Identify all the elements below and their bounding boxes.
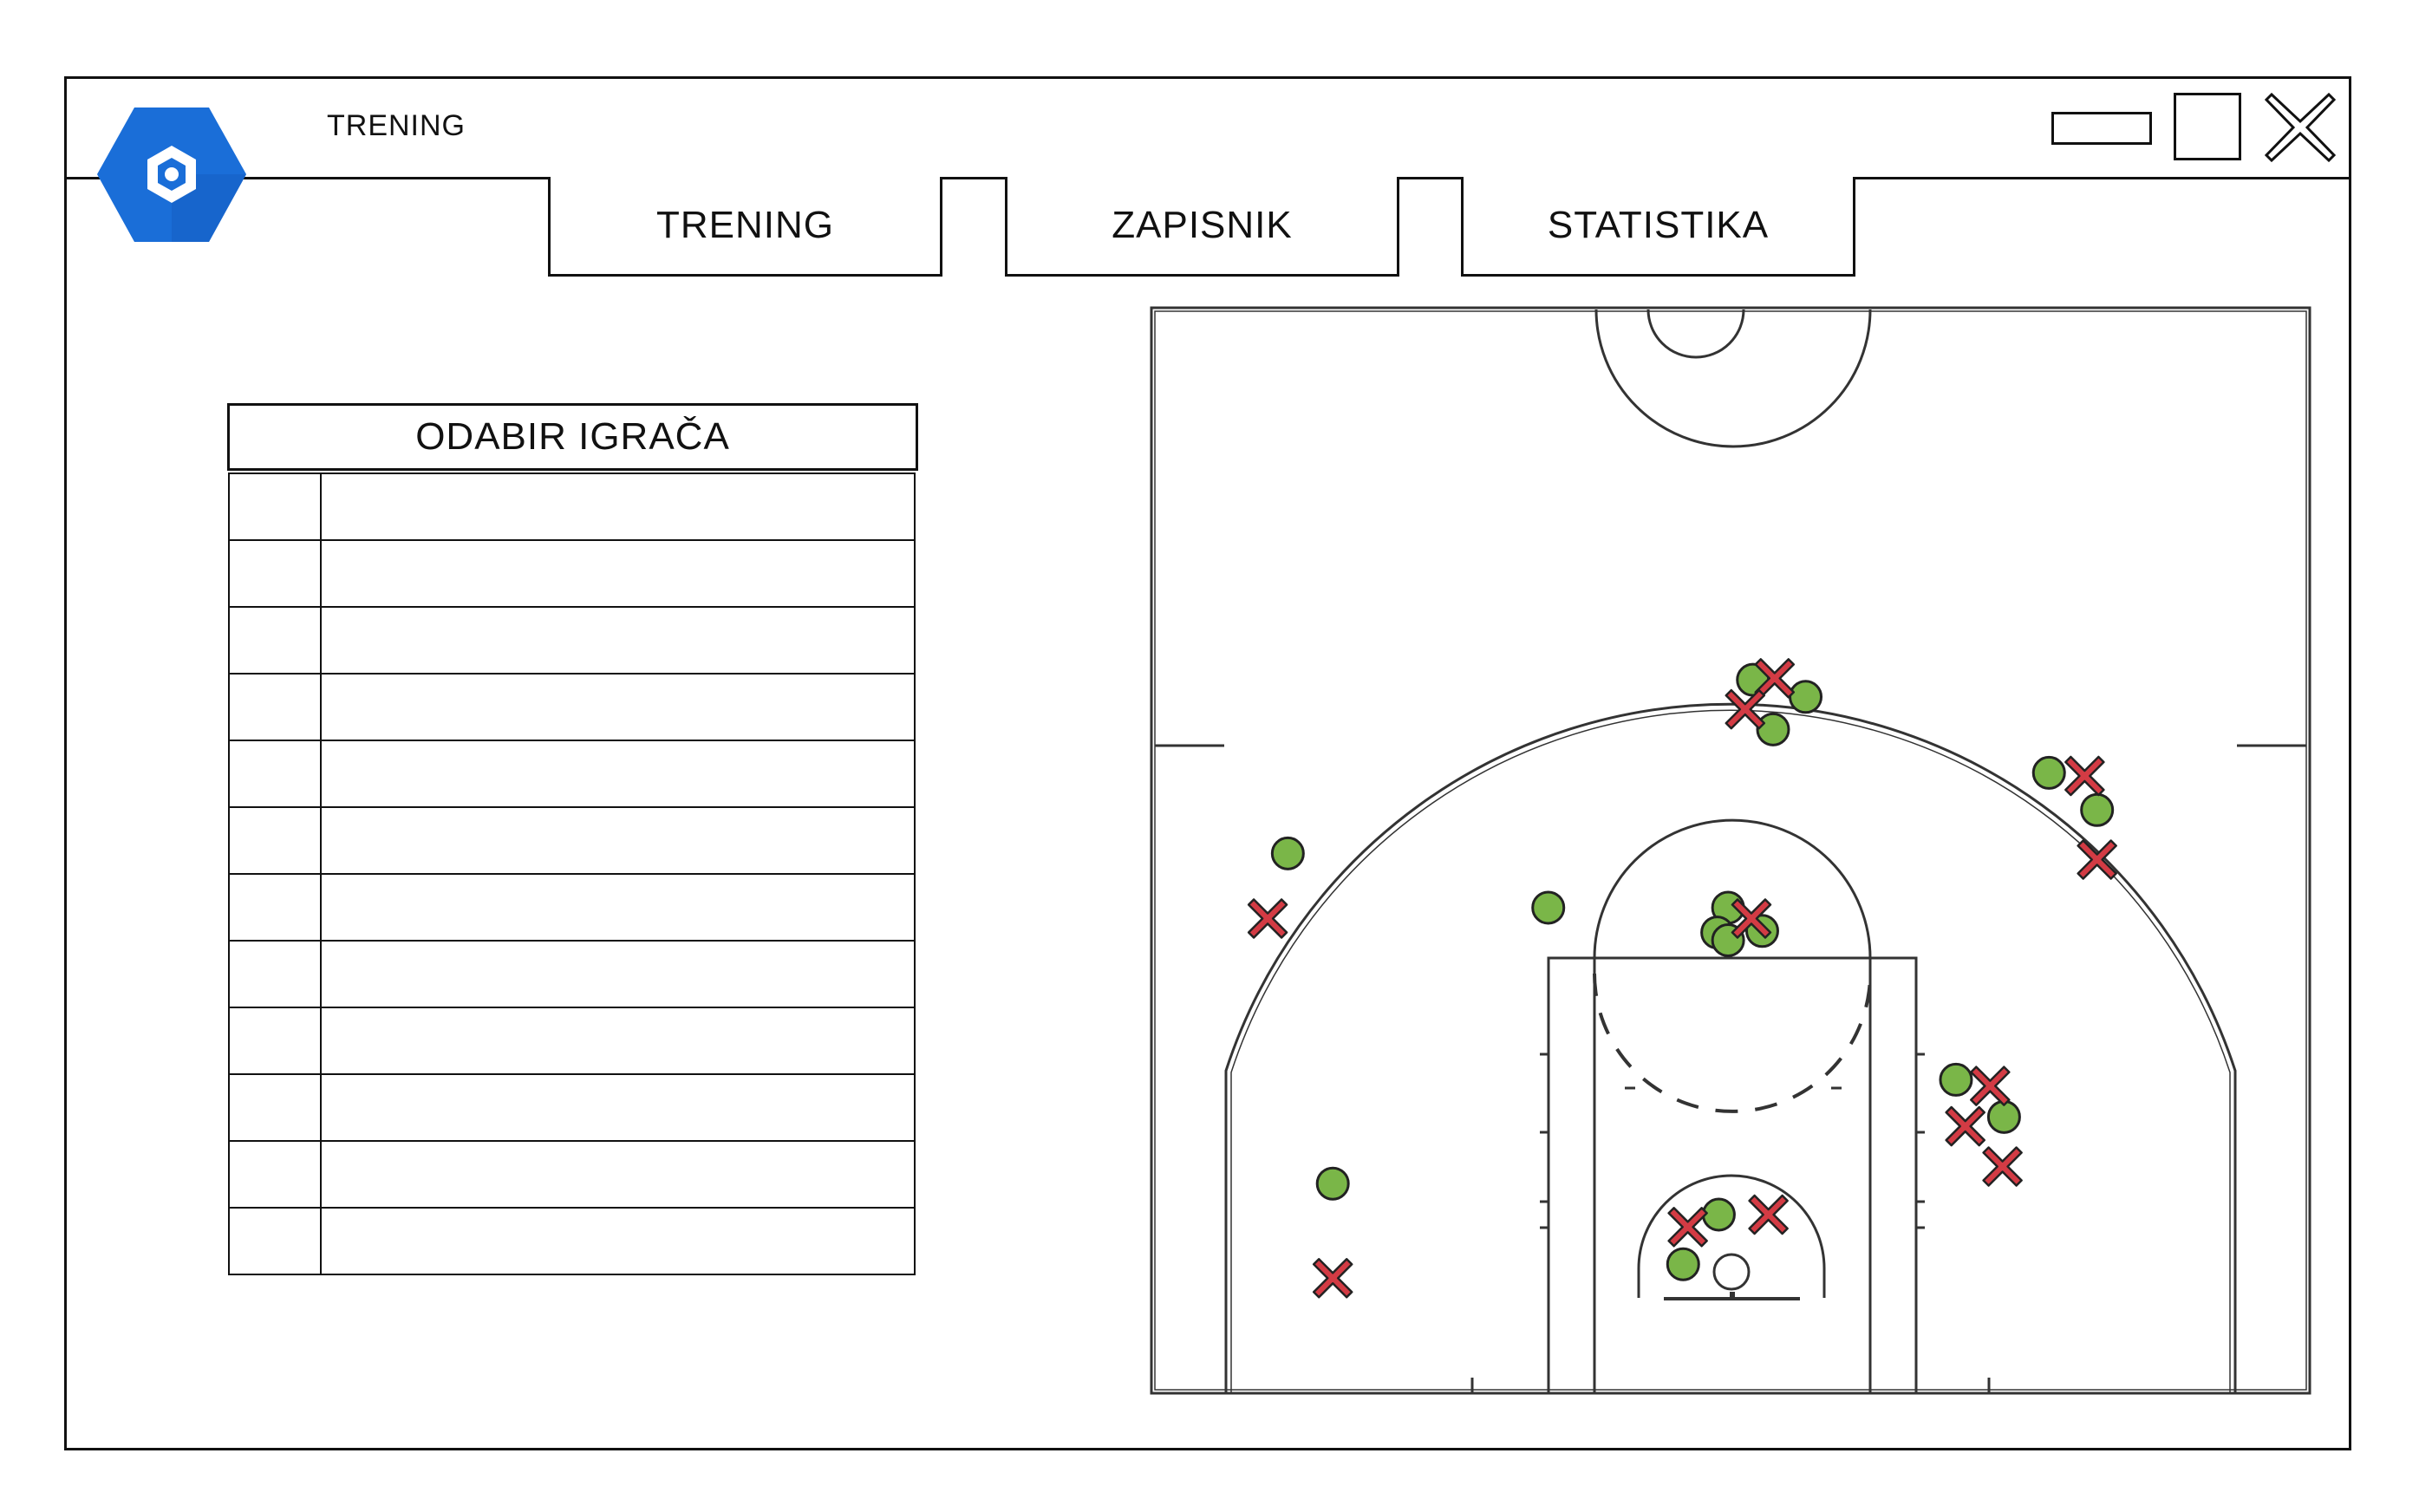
player-number-cell bbox=[228, 606, 322, 675]
player-row[interactable] bbox=[228, 606, 916, 675]
made-shot-marker[interactable] bbox=[2080, 792, 2115, 827]
made-shot-marker[interactable] bbox=[1270, 836, 1305, 870]
missed-shot-marker[interactable] bbox=[1754, 658, 1796, 699]
player-row[interactable] bbox=[228, 472, 916, 541]
player-name-cell bbox=[320, 472, 916, 541]
player-name-cell bbox=[320, 1140, 916, 1209]
player-name-cell bbox=[320, 873, 916, 942]
player-row[interactable] bbox=[228, 1073, 916, 1142]
basketball-court bbox=[1150, 306, 2311, 1395]
made-shot-marker[interactable] bbox=[1666, 1247, 1700, 1281]
made-shot-marker[interactable] bbox=[2031, 755, 2066, 790]
player-row[interactable] bbox=[228, 1140, 916, 1209]
player-row[interactable] bbox=[228, 940, 916, 1008]
missed-shot-marker[interactable] bbox=[1970, 1066, 2011, 1106]
missed-shot-marker[interactable] bbox=[2064, 755, 2105, 797]
player-row[interactable] bbox=[228, 1007, 916, 1075]
close-button[interactable] bbox=[2264, 92, 2337, 163]
missed-shot-marker[interactable] bbox=[1731, 898, 1772, 939]
player-row[interactable] bbox=[228, 740, 916, 808]
player-name-cell bbox=[320, 1007, 916, 1075]
missed-shot-marker[interactable] bbox=[1982, 1146, 2023, 1187]
player-row[interactable] bbox=[228, 873, 916, 942]
missed-shot-marker[interactable] bbox=[2077, 839, 2117, 880]
tab-statistika[interactable]: STATISTIKA bbox=[1461, 177, 1855, 277]
tab-trening[interactable]: TRENING bbox=[548, 177, 942, 277]
player-name-cell bbox=[320, 673, 916, 741]
player-row[interactable] bbox=[228, 806, 916, 875]
player-number-cell bbox=[228, 740, 322, 808]
paint-inner bbox=[1593, 956, 1872, 1395]
player-row[interactable] bbox=[228, 673, 916, 741]
basket-rim bbox=[1712, 1253, 1751, 1291]
player-selection-panel: ODABIR IGRAČA bbox=[227, 403, 918, 1275]
made-shot-marker[interactable] bbox=[1756, 712, 1790, 746]
made-shot-marker[interactable] bbox=[1531, 890, 1566, 925]
player-name-cell bbox=[320, 740, 916, 808]
player-name-cell bbox=[320, 806, 916, 875]
missed-shot-marker[interactable] bbox=[1945, 1105, 1985, 1147]
player-name-cell bbox=[320, 539, 916, 608]
player-name-cell bbox=[320, 606, 916, 675]
player-row[interactable] bbox=[228, 1207, 916, 1275]
made-shot-marker[interactable] bbox=[1789, 680, 1823, 714]
player-number-cell bbox=[228, 940, 322, 1008]
missed-shot-marker[interactable] bbox=[1748, 1194, 1789, 1235]
player-panel-title: ODABIR IGRAČA bbox=[227, 403, 918, 471]
player-number-cell bbox=[228, 1073, 322, 1142]
player-number-cell bbox=[228, 1140, 322, 1209]
court-boundary bbox=[1150, 306, 2311, 1395]
restricted-area bbox=[1637, 1174, 1826, 1298]
player-name-cell bbox=[320, 1207, 916, 1275]
player-name-cell bbox=[320, 1073, 916, 1142]
made-shot-marker[interactable] bbox=[1939, 1062, 1973, 1097]
player-number-cell bbox=[228, 673, 322, 741]
player-number-cell bbox=[228, 873, 322, 942]
player-number-cell bbox=[228, 472, 322, 541]
player-number-cell bbox=[228, 539, 322, 608]
missed-shot-marker[interactable] bbox=[1667, 1207, 1708, 1248]
player-name-cell bbox=[320, 940, 916, 1008]
close-icon bbox=[2264, 92, 2337, 163]
free-throw-circle bbox=[1593, 818, 1872, 959]
maximize-button[interactable] bbox=[2174, 93, 2241, 160]
tab-zapisnik[interactable]: ZAPISNIK bbox=[1005, 177, 1399, 277]
player-table bbox=[228, 472, 916, 1275]
app-title: TRENING bbox=[327, 109, 466, 142]
player-number-cell bbox=[228, 806, 322, 875]
missed-shot-marker[interactable] bbox=[1247, 898, 1288, 939]
minimize-button[interactable] bbox=[2051, 112, 2152, 145]
three-point-line bbox=[1224, 702, 2237, 1393]
missed-shot-marker[interactable] bbox=[1312, 1258, 1353, 1299]
app-logo-icon bbox=[97, 108, 246, 242]
player-number-cell bbox=[228, 1207, 322, 1275]
player-number-cell bbox=[228, 1007, 322, 1075]
missed-shot-marker[interactable] bbox=[1725, 688, 1766, 730]
made-shot-marker[interactable] bbox=[1701, 1197, 1736, 1232]
center-circle bbox=[1594, 309, 1872, 448]
made-shot-marker[interactable] bbox=[1315, 1166, 1350, 1201]
player-row[interactable] bbox=[228, 539, 916, 608]
